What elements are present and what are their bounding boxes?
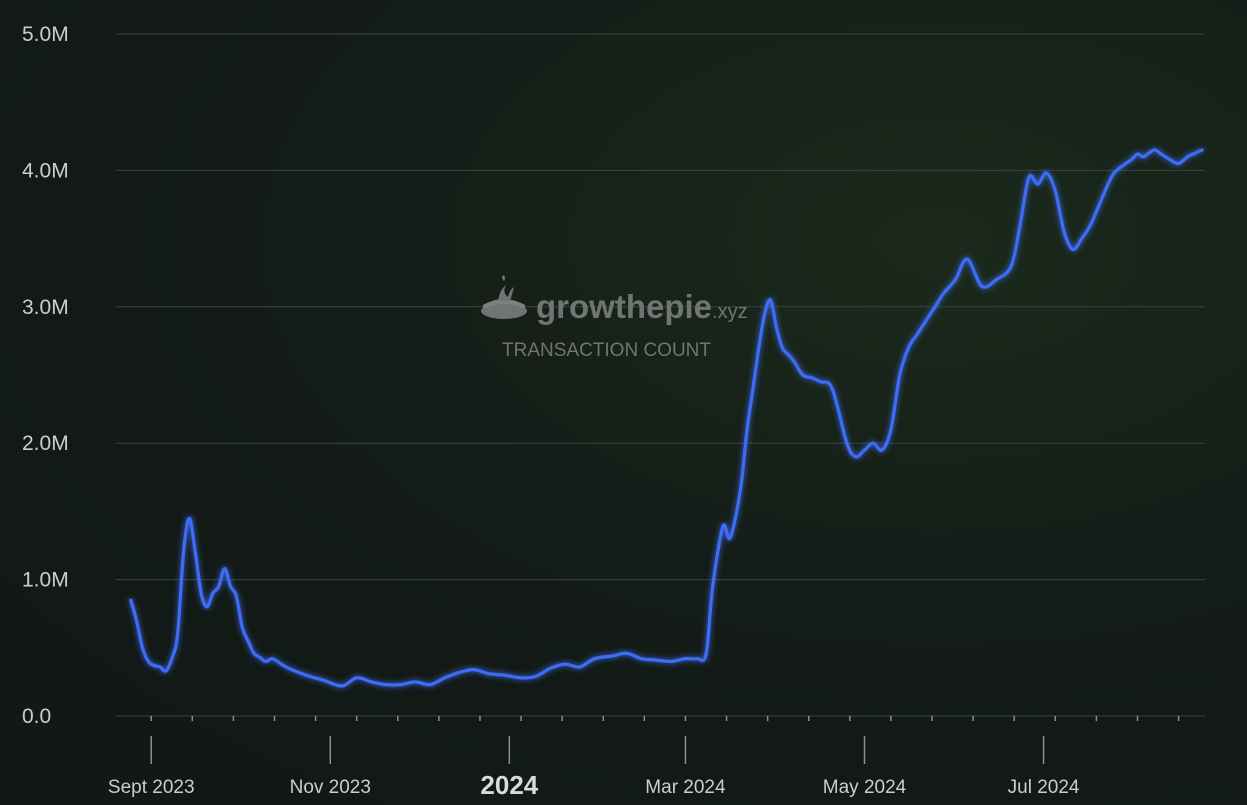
x-tick-label: Mar 2024	[645, 777, 726, 798]
y-tick-label: 0.0	[22, 705, 51, 728]
x-tick-label: 2024	[480, 770, 538, 800]
x-tick-label: May 2024	[823, 777, 907, 798]
x-tick-label: Nov 2023	[290, 777, 371, 798]
watermark: growthepie.xyz TRANSACTION COUNT	[481, 275, 748, 361]
x-axis: Sept 2023 Nov 2023 2024 Mar 2024 May 2024 Jul…	[108, 716, 1180, 800]
y-tick-label: 3.0M	[22, 296, 69, 319]
x-tick-label: Sept 2023	[108, 777, 195, 798]
x-tick-label: Jul 2024	[1008, 777, 1080, 798]
y-axis: 0.0 1.0M 2.0M 3.0M 4.0M 5.0M	[22, 23, 69, 728]
series-line	[129, 148, 1204, 688]
y-tick-label: 5.0M	[22, 23, 69, 46]
y-tick-label: 2.0M	[22, 432, 69, 455]
watermark-subtitle: TRANSACTION COUNT	[502, 340, 711, 361]
series-points	[129, 149, 1203, 687]
watermark-brand-suffix: .xyz	[712, 301, 748, 323]
grid-lines	[116, 33, 1205, 717]
watermark-brand-main: growthepie	[536, 288, 712, 325]
y-tick-label: 1.0M	[22, 569, 69, 592]
watermark-brand: growthepie.xyz	[536, 288, 748, 325]
pie-logo-icon	[481, 275, 527, 319]
y-tick-label: 4.0M	[22, 159, 69, 182]
